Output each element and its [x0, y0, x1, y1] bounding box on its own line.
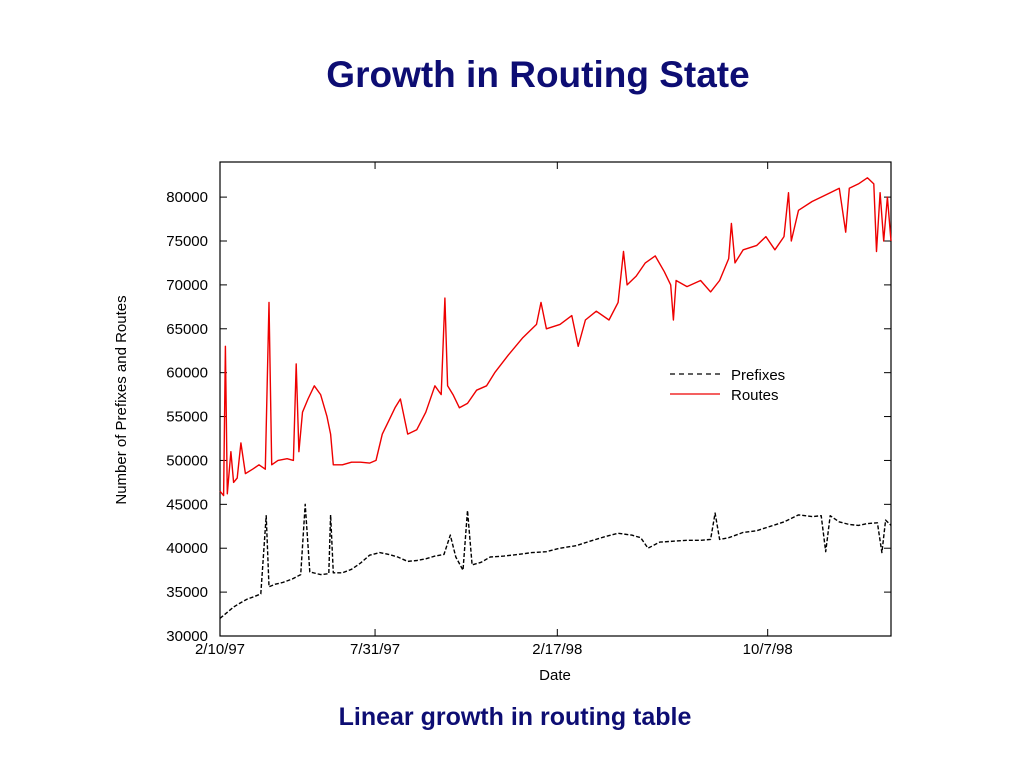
- y-tick-label: 45000: [166, 496, 208, 513]
- x-tick-label: 2/10/97: [195, 641, 245, 658]
- y-tick-label: 75000: [166, 233, 208, 250]
- y-tick-label: 30000: [166, 628, 208, 645]
- y-tick-label: 35000: [166, 584, 208, 601]
- y-axis-label: Number of Prefixes and Routes: [113, 295, 130, 504]
- y-axis: 30000 35000 40000 45000 50000 55000 60000 65000…: [166, 189, 891, 645]
- legend-prefixes-label: Prefixes: [731, 367, 785, 384]
- series-layer: [219, 177, 892, 619]
- y-tick-label: 40000: [166, 540, 208, 557]
- x-tick-label: 2/17/98: [532, 641, 582, 658]
- y-tick-label: 80000: [166, 189, 208, 206]
- slide-title: Growth in Routing State: [326, 54, 750, 95]
- legend-routes-label: Routes: [731, 387, 779, 404]
- y-tick-label: 50000: [166, 452, 208, 469]
- x-tick-label: 10/7/98: [743, 641, 793, 658]
- slide-caption: Linear growth in routing table: [338, 703, 692, 731]
- series-line-prefixes: [219, 503, 892, 619]
- x-axis-label: Date: [539, 667, 571, 684]
- y-tick-label: 70000: [166, 277, 208, 294]
- x-tick-label: 7/31/97: [350, 641, 400, 658]
- legend: Prefixes Routes: [670, 367, 785, 404]
- plot-frame: [219, 161, 892, 637]
- y-tick-label: 55000: [166, 409, 208, 426]
- x-axis: 2/10/97 7/31/97 2/17/98 10/7/98: [195, 162, 793, 658]
- series-line-routes: [219, 177, 892, 497]
- y-tick-label: 65000: [166, 321, 208, 338]
- y-tick-label: 60000: [166, 365, 208, 382]
